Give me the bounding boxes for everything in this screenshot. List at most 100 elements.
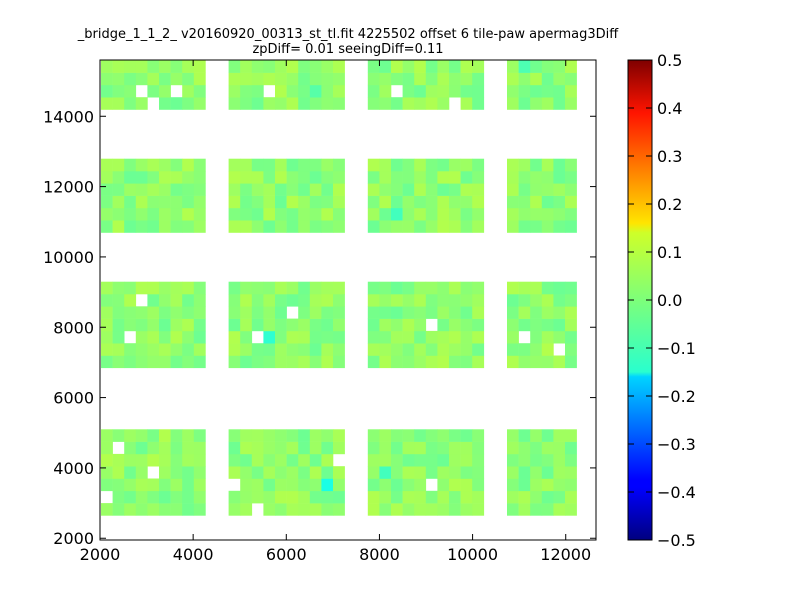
heatmap-cell	[553, 97, 566, 110]
heatmap-cell	[182, 97, 195, 110]
heatmap-cell	[414, 171, 427, 184]
heatmap-cell	[402, 97, 415, 110]
heatmap-cell	[553, 503, 566, 516]
heatmap-cell	[530, 72, 543, 86]
heatmap-cell	[321, 343, 334, 356]
heatmap-cell	[530, 294, 543, 307]
heatmap-cell	[298, 478, 311, 492]
heatmap-cell	[275, 318, 287, 332]
heatmap-cell	[298, 97, 311, 110]
heatmap-cell	[379, 158, 392, 172]
heatmap-cell	[124, 343, 137, 356]
heatmap-cell	[263, 171, 276, 184]
heatmap-cell	[460, 503, 473, 516]
heatmap-cell	[286, 478, 299, 492]
heatmap-cell	[263, 343, 276, 356]
heatmap-cell	[251, 84, 264, 98]
heatmap-cell	[553, 330, 566, 344]
heatmap-cell	[414, 453, 427, 467]
heatmap-cell	[124, 453, 137, 467]
heatmap-cell	[391, 466, 403, 479]
heatmap-cell	[159, 466, 171, 479]
heatmap-cell	[460, 207, 473, 221]
heatmap-cell	[402, 294, 415, 307]
heatmap-cell	[425, 220, 438, 233]
colorbar-tick-label: 0.0	[657, 291, 682, 310]
heatmap-cell	[460, 429, 473, 442]
heatmap-cell	[101, 330, 113, 344]
heatmap-cell	[112, 158, 125, 172]
heatmap-cell	[182, 220, 195, 233]
heatmap-cell	[147, 195, 160, 209]
heatmap-cell	[135, 171, 148, 184]
heatmap-cell	[298, 84, 311, 98]
heatmap-cell	[263, 441, 276, 455]
heatmap-cell	[507, 72, 519, 86]
heatmap-cell	[402, 503, 415, 516]
heatmap-cell	[391, 171, 403, 184]
heatmap-cell	[449, 453, 461, 467]
heatmap-cell	[541, 183, 554, 196]
heatmap-cell	[309, 318, 322, 332]
heatmap-cell	[309, 306, 322, 319]
heatmap-cell	[553, 490, 566, 504]
heatmap-cell	[321, 207, 334, 221]
heatmap-cell	[170, 490, 183, 504]
heatmap-cell	[159, 97, 171, 110]
heatmap-cell	[507, 490, 519, 504]
heatmap-cell	[565, 355, 577, 369]
heatmap-cell	[402, 330, 415, 344]
heatmap-cell	[135, 490, 148, 504]
heatmap-cell	[530, 478, 543, 492]
heatmap-cell	[240, 84, 253, 98]
heatmap-cell	[228, 355, 241, 369]
heatmap-cell	[101, 441, 113, 455]
heatmap-cell	[147, 281, 160, 295]
heatmap-cell	[333, 207, 345, 221]
heatmap-cell	[275, 195, 287, 209]
heatmap-cell	[251, 183, 264, 196]
heatmap-cell	[437, 281, 450, 295]
heatmap-cell	[263, 453, 276, 467]
heatmap-cell	[309, 207, 322, 221]
heatmap-cell	[286, 207, 299, 221]
heatmap-cell	[135, 60, 148, 73]
heatmap-cell	[263, 158, 276, 172]
heatmap-cell	[309, 171, 322, 184]
heatmap-cell	[402, 466, 415, 479]
heatmap-cell	[460, 478, 473, 492]
heatmap-cell	[437, 171, 450, 184]
heatmap-cell	[518, 97, 531, 110]
heatmap-cell	[159, 490, 171, 504]
heatmap-cell	[391, 478, 403, 492]
heatmap-cell	[333, 171, 345, 184]
heatmap-cell	[228, 72, 241, 86]
heatmap-cell	[286, 294, 299, 307]
heatmap-cell	[112, 195, 125, 209]
heatmap-cell	[460, 330, 473, 344]
heatmap-cell	[460, 72, 473, 86]
heatmap-cell	[425, 490, 438, 504]
heatmap-cell	[147, 207, 160, 221]
heatmap-cell	[379, 429, 392, 442]
heatmap-cell	[565, 207, 577, 221]
heatmap-cell	[275, 453, 287, 467]
heatmap-cell	[379, 72, 392, 86]
heatmap-cell	[240, 429, 253, 442]
heatmap-cell	[298, 306, 311, 319]
heatmap-cell	[541, 84, 554, 98]
heatmap-cell	[367, 281, 380, 295]
heatmap-cell	[391, 330, 403, 344]
heatmap-cell	[333, 330, 345, 344]
colorbar-tick-label: 0.2	[657, 195, 682, 214]
heatmap-cell	[565, 220, 577, 233]
heatmap-cell	[541, 97, 554, 110]
heatmap-cell	[321, 183, 334, 196]
heatmap-cell	[541, 343, 554, 356]
heatmap-cell	[147, 183, 160, 196]
heatmap-cell	[425, 183, 438, 196]
x-tick-label: 6000	[266, 545, 307, 564]
heatmap-cell	[367, 207, 380, 221]
heatmap-cell	[460, 355, 473, 369]
